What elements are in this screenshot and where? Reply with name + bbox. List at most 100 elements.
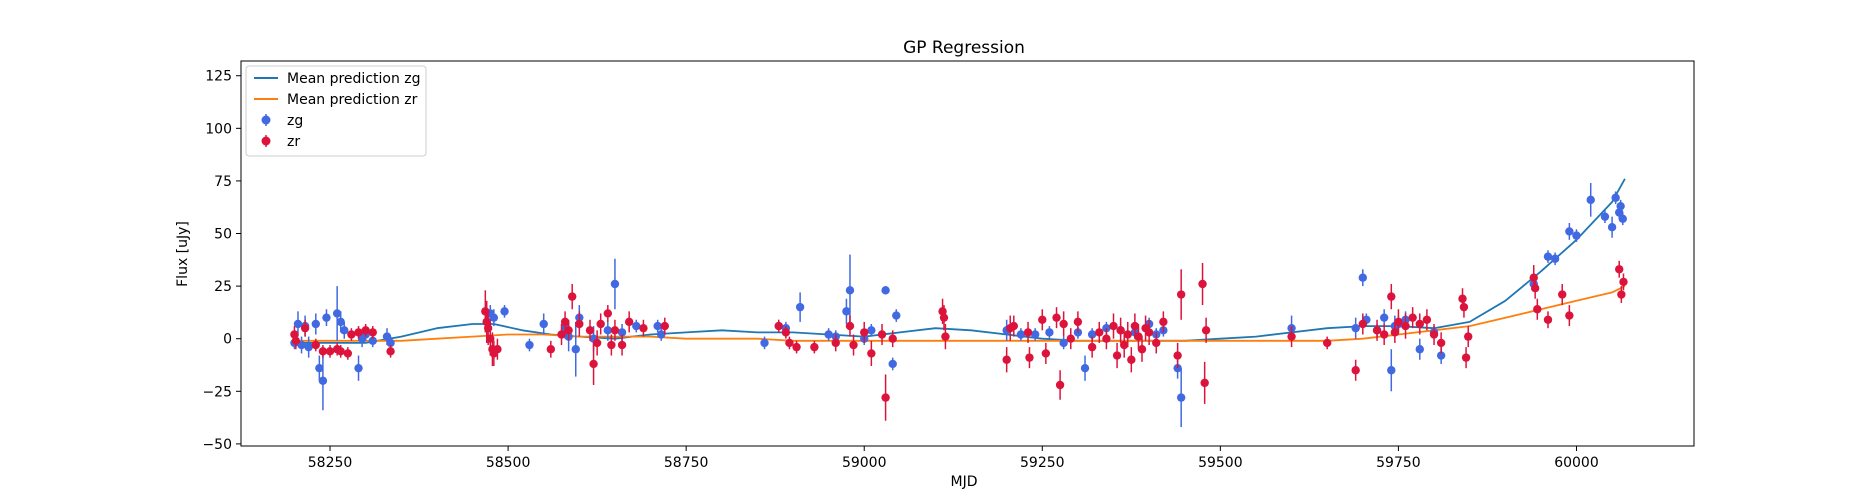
point-zg xyxy=(525,338,534,352)
point-zg xyxy=(500,305,509,318)
point-zr xyxy=(311,338,320,352)
point-zr xyxy=(607,334,616,356)
point-zg xyxy=(842,298,851,324)
point-zg xyxy=(1080,355,1090,381)
chart-title: GP Regression xyxy=(903,38,1025,58)
point-zr xyxy=(831,334,840,352)
legend-label-zg-line: Mean prediction zg xyxy=(287,71,421,87)
point-zr xyxy=(867,340,876,367)
point-zr xyxy=(1052,307,1061,329)
point-zr xyxy=(1066,328,1075,350)
point-zr xyxy=(1198,262,1207,306)
point-zr xyxy=(1002,347,1011,373)
point-zr xyxy=(781,326,791,339)
point-zg xyxy=(1586,183,1595,217)
y-tick-label: −50 xyxy=(202,437,232,453)
y-axis-label: Flux [uJy] xyxy=(175,221,191,287)
point-zr xyxy=(575,311,584,337)
point-zr xyxy=(1137,336,1147,362)
point-zr xyxy=(1387,284,1396,310)
x-tick-label: 58250 xyxy=(308,455,353,471)
point-zr xyxy=(1543,311,1553,329)
point-zg xyxy=(1415,338,1424,360)
point-zg xyxy=(1016,328,1026,341)
point-zr xyxy=(386,345,395,358)
point-zr xyxy=(792,340,801,354)
point-zr xyxy=(1461,347,1471,369)
point-zr xyxy=(493,338,502,360)
point-zr xyxy=(624,311,634,333)
point-zg xyxy=(1176,368,1186,428)
point-zr xyxy=(1379,323,1389,346)
point-zr xyxy=(1159,311,1168,333)
point-zr xyxy=(860,321,869,343)
point-zg xyxy=(1618,212,1627,226)
point-zr xyxy=(361,323,370,337)
point-zg xyxy=(1351,317,1360,339)
series-line-zr xyxy=(294,285,1626,342)
point-zg xyxy=(760,336,769,350)
point-zr xyxy=(1144,319,1154,346)
point-zg xyxy=(571,321,580,377)
point-zr xyxy=(1429,323,1439,346)
x-axis: 58250 58500 58750 59000 59250 59500 59750 60000 xyxy=(308,446,1599,471)
point-zg xyxy=(489,309,499,327)
point-zg xyxy=(845,254,855,327)
y-tick-label: 25 xyxy=(214,279,232,295)
point-zr xyxy=(1009,315,1018,337)
point-zr xyxy=(564,319,573,341)
point-zr xyxy=(639,319,648,337)
point-zr xyxy=(1152,332,1161,354)
point-zg xyxy=(315,355,324,381)
point-zr xyxy=(1558,284,1567,306)
x-tick-label: 58750 xyxy=(664,455,709,471)
point-zr xyxy=(1176,269,1186,320)
point-zg xyxy=(1565,222,1574,240)
point-zr xyxy=(1116,317,1125,343)
point-zr xyxy=(318,345,328,358)
y-tick-label: 50 xyxy=(214,227,232,243)
point-zr xyxy=(810,340,819,354)
point-zr xyxy=(785,336,794,350)
point-zr xyxy=(939,305,949,331)
point-zg xyxy=(1616,199,1625,213)
x-tick-label: 59000 xyxy=(842,455,887,471)
point-zg xyxy=(888,357,897,371)
point-zr xyxy=(1127,347,1136,373)
point-zr xyxy=(546,340,556,358)
point-zr xyxy=(849,334,858,356)
point-zg xyxy=(304,336,313,358)
x-tick-label: 60000 xyxy=(1554,455,1599,471)
point-zg xyxy=(311,313,320,335)
point-zr xyxy=(1173,342,1182,369)
point-zg xyxy=(1030,328,1040,341)
point-zr xyxy=(888,330,897,348)
point-zg xyxy=(881,286,890,295)
point-zg xyxy=(1600,210,1610,223)
x-tick-label: 59250 xyxy=(1020,455,1065,471)
point-zr xyxy=(1038,309,1047,331)
point-zg xyxy=(354,355,363,381)
point-zr xyxy=(592,330,602,356)
point-zr xyxy=(1112,342,1122,369)
x-tick-label: 59750 xyxy=(1376,455,1421,471)
point-zr xyxy=(1530,277,1540,299)
point-zr xyxy=(1390,321,1400,343)
point-zr xyxy=(1351,359,1360,381)
point-zr xyxy=(343,347,353,360)
point-zg xyxy=(603,319,613,341)
x-axis-label: MJD xyxy=(951,474,978,490)
point-zr xyxy=(941,323,950,350)
point-zr xyxy=(1358,313,1368,335)
point-zr xyxy=(1287,326,1296,348)
point-zg xyxy=(340,321,349,339)
point-zr xyxy=(1123,321,1132,348)
point-zr xyxy=(1422,309,1432,331)
series-line-zg xyxy=(294,178,1626,344)
point-zg xyxy=(539,313,548,335)
point-zr xyxy=(589,342,598,385)
point-zg xyxy=(332,286,342,341)
point-zr xyxy=(1041,342,1051,364)
